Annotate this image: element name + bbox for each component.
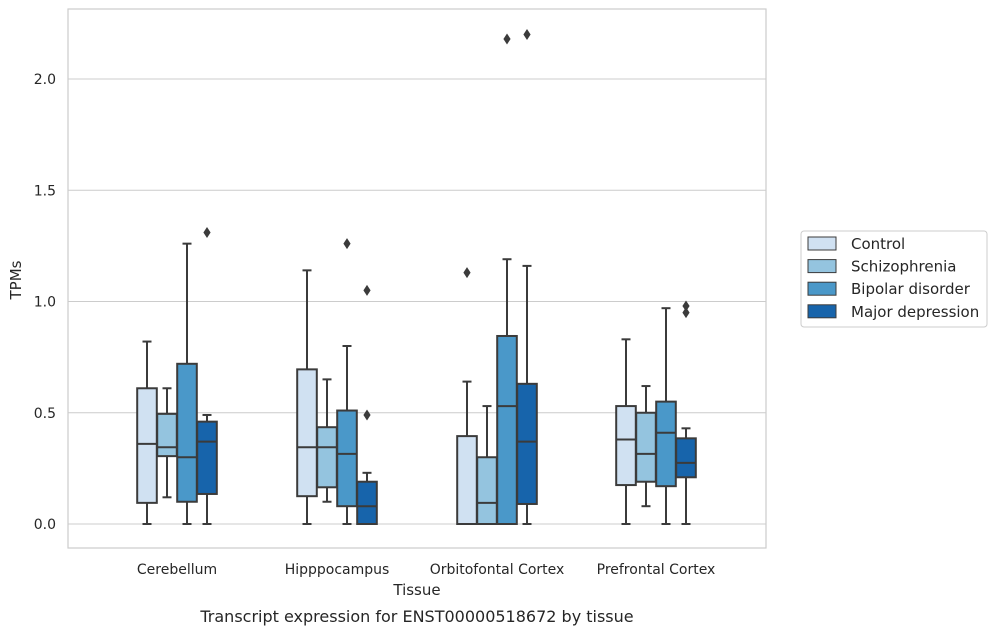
y-tick-label: 1.5 bbox=[34, 183, 56, 199]
legend-swatch bbox=[807, 281, 837, 296]
outlier-point bbox=[203, 227, 211, 239]
y-axis-label: TPMs bbox=[7, 260, 25, 300]
iqr-box bbox=[476, 456, 498, 525]
x-tick-labels: Cerebellum Hipppocampus Orbitofontal Corte… bbox=[137, 562, 715, 578]
iqr-box bbox=[196, 420, 218, 495]
x-tick-label: Cerebellum bbox=[137, 562, 217, 578]
outlier-point bbox=[503, 33, 511, 45]
iqr-box bbox=[635, 411, 657, 483]
boxes bbox=[136, 29, 697, 526]
iqr-box bbox=[516, 382, 538, 505]
iqr-box bbox=[176, 362, 198, 503]
iqr-box bbox=[316, 426, 338, 489]
legend: Control Schizophrenia Bipolar disorder Majo… bbox=[800, 230, 988, 328]
iqr-box bbox=[296, 368, 318, 498]
legend-label: Major depression bbox=[851, 303, 979, 321]
iqr-box bbox=[136, 387, 158, 504]
legend-swatch bbox=[807, 304, 837, 319]
outlier-point bbox=[682, 300, 690, 312]
outlier-point bbox=[523, 29, 531, 40]
box-2-1 bbox=[336, 238, 358, 525]
iqr-box bbox=[615, 405, 637, 487]
iqr-box bbox=[496, 334, 518, 525]
box-0-3 bbox=[615, 338, 637, 525]
y-tick-label: 1.0 bbox=[34, 295, 56, 311]
outlier-point bbox=[363, 284, 371, 296]
box-0-0 bbox=[136, 340, 158, 525]
box-0-1 bbox=[296, 269, 318, 525]
outlier-point bbox=[363, 409, 371, 421]
iqr-box bbox=[156, 412, 178, 458]
y-tick-label: 2.0 bbox=[34, 72, 56, 88]
legend-label: Control bbox=[851, 235, 905, 253]
legend-swatch bbox=[807, 236, 837, 251]
legend-frame bbox=[800, 230, 988, 328]
outlier-point bbox=[463, 267, 471, 279]
iqr-box bbox=[655, 400, 677, 488]
x-tick-label: Orbitofontal Cortex bbox=[430, 562, 565, 578]
iqr-box bbox=[456, 435, 478, 525]
legend-label: Schizophrenia bbox=[851, 258, 956, 276]
box-1-0 bbox=[156, 387, 178, 499]
x-tick-label: Hipppocampus bbox=[285, 562, 390, 578]
y-tick-labels: 0.0 0.5 1.0 1.5 2.0 bbox=[34, 72, 56, 533]
plot-frame bbox=[67, 8, 767, 549]
box-3-0 bbox=[196, 227, 218, 525]
box-3-1 bbox=[356, 284, 378, 526]
outlier-point bbox=[343, 238, 351, 250]
box-3-2 bbox=[516, 29, 538, 525]
x-tick-label: Prefrontal Cortex bbox=[597, 562, 716, 578]
iqr-box bbox=[356, 480, 378, 526]
outlier-point bbox=[682, 307, 690, 319]
box-3-3 bbox=[675, 300, 697, 525]
iqr-box bbox=[336, 409, 358, 508]
box-2-3 bbox=[655, 307, 677, 525]
y-tick-label: 0.5 bbox=[34, 406, 56, 422]
iqr-box bbox=[675, 437, 697, 479]
legend-label: Bipolar disorder bbox=[851, 280, 971, 298]
legend-swatch bbox=[807, 259, 837, 274]
chart-caption: Transcript expression for ENST0000051867… bbox=[199, 607, 633, 626]
x-axis-label: Tissue bbox=[392, 581, 440, 599]
y-tick-label: 0.0 bbox=[34, 517, 56, 533]
